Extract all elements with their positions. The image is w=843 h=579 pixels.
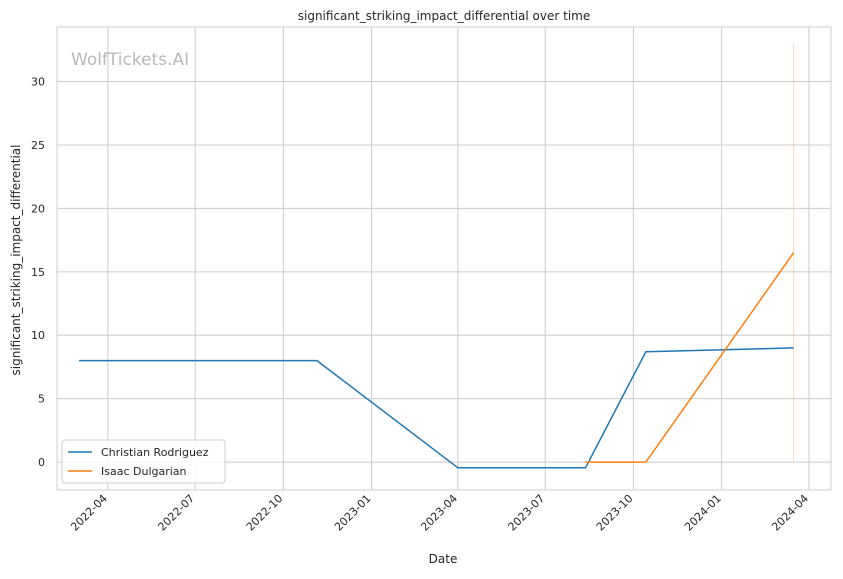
legend-box (61, 439, 226, 484)
chart-title: significant_striking_impact_differential… (298, 9, 590, 23)
series-line-isaac-dulgarian (585, 252, 795, 463)
y-tick-label: 5 (38, 393, 45, 406)
grid (57, 27, 831, 490)
y-tick-label: 25 (31, 139, 45, 152)
y-tick-label: 10 (31, 329, 45, 342)
plot-frame (56, 26, 832, 491)
series-layer (79, 252, 795, 469)
y-tick-labels: 0 5 10 15 20 25 30 (31, 76, 45, 470)
series-line-christian-rodriguez (79, 347, 794, 469)
y-tick-label: 30 (31, 76, 45, 89)
watermark-text: WolfTickets.AI (71, 50, 189, 70)
legend-label-isaac-dulgarian: Isaac Dulgarian (101, 465, 187, 478)
y-tick-label: 0 (38, 456, 45, 469)
legend: Christian Rodriguez Isaac Dulgarian (61, 439, 226, 484)
y-tick-label: 15 (31, 266, 45, 279)
x-axis-label: Date (429, 552, 458, 566)
y-axis-label: significant_striking_impact_differential (9, 145, 23, 376)
legend-label-christian-rodriguez: Christian Rodriguez (101, 446, 209, 459)
y-tick-label: 20 (31, 202, 45, 215)
